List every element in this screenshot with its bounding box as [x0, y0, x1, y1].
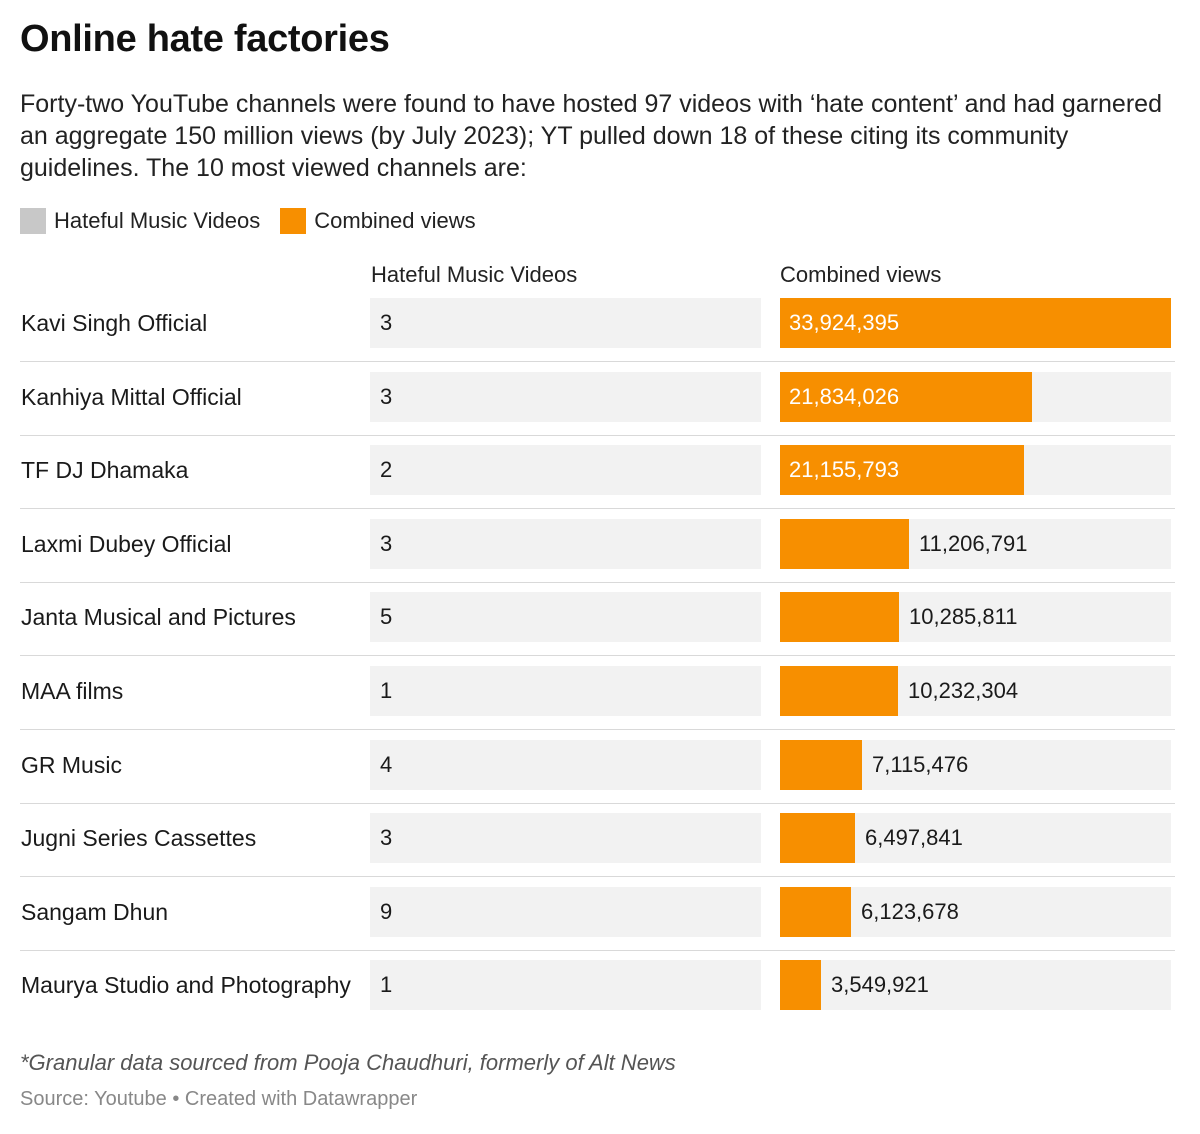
- table-row: Janta Musical and Pictures 5 10,285,811: [0, 590, 1200, 664]
- legend-item-videos: Hateful Music Videos: [20, 208, 260, 234]
- legend: Hateful Music Videos Combined views: [20, 206, 496, 236]
- views-cell: 3,549,921: [780, 960, 1171, 1011]
- table-row: Kanhiya Mittal Official 3 21,834,026: [0, 370, 1200, 444]
- channel-name: Jugni Series Cassettes: [21, 825, 257, 852]
- views-cell: 11,206,791: [780, 518, 1171, 569]
- table-row: Kavi Singh Official 3 33,924,395: [0, 296, 1200, 370]
- row-divider: [20, 802, 1175, 804]
- legend-swatch-views: [280, 208, 307, 234]
- views-label: 7,115,476: [872, 751, 969, 777]
- views-label: 6,497,841: [865, 825, 963, 851]
- views-cell: 10,232,304: [780, 666, 1171, 716]
- source-line: Source: Youtube • Created with Datawrapp…: [20, 1088, 418, 1110]
- videos-cell: 3: [370, 298, 761, 348]
- views-cell: 21,834,026: [780, 371, 1171, 422]
- footnote: *Granular data sourced from Pooja Chaudh…: [20, 1050, 676, 1075]
- row-divider: [20, 361, 1175, 362]
- views-label: 21,155,793: [789, 457, 900, 483]
- legend-swatch-videos: [20, 208, 46, 234]
- table-row: Maurya Studio and Photography 1 3,549,921: [0, 958, 1200, 1032]
- row-divider: [20, 434, 1175, 436]
- views-label: 21,834,026: [789, 383, 900, 409]
- views-cell: 10,285,811: [780, 592, 1171, 643]
- views-bar: [780, 960, 821, 1011]
- videos-count: 3: [380, 530, 393, 556]
- views-bar: [780, 886, 851, 937]
- channel-name: Kavi Singh Official: [21, 310, 208, 336]
- views-cell: 33,924,395: [780, 298, 1171, 348]
- videos-cell: 3: [370, 518, 761, 569]
- table-row: TF DJ Dhamaka 2 21,155,793: [0, 443, 1200, 517]
- channel-name: Sangam Dhun: [21, 898, 169, 925]
- videos-count: 3: [380, 383, 393, 409]
- videos-cell: 4: [370, 739, 761, 790]
- views-bar: [780, 445, 1024, 496]
- views-bar: [780, 298, 1171, 348]
- table-row: Jugni Series Cassettes 3 6,497,841: [0, 811, 1200, 885]
- channel-name: TF DJ Dhamaka: [21, 457, 189, 484]
- videos-count: 5: [380, 604, 393, 630]
- views-bar: [780, 813, 855, 864]
- views-cell: 21,155,793: [780, 445, 1171, 496]
- legend-item-views: Combined views: [280, 208, 476, 234]
- legend-label-views: Combined views: [314, 208, 476, 233]
- views-bar: [780, 739, 862, 790]
- channel-name: Kanhiya Mittal Official: [21, 383, 242, 410]
- views-label: 6,123,678: [861, 898, 959, 924]
- videos-cell: 9: [370, 886, 761, 937]
- videos-count: 1: [380, 972, 393, 998]
- videos-cell: 3: [370, 371, 761, 422]
- videos-count: 9: [380, 898, 393, 924]
- table-row: Sangam Dhun 9 6,123,678: [0, 885, 1200, 959]
- column-header-videos: Hateful Music Videos: [371, 262, 578, 287]
- videos-cell: 1: [370, 666, 761, 716]
- row-divider: [20, 729, 1175, 730]
- channel-name: Janta Musical and Pictures: [21, 604, 296, 631]
- views-label: 11,206,791: [919, 530, 1028, 556]
- channel-name: MAA films: [21, 678, 124, 704]
- table-row: MAA films 1 10,232,304: [0, 664, 1200, 738]
- table-row: Laxmi Dubey Official 3 11,206,791: [0, 517, 1200, 591]
- videos-count: 1: [380, 678, 393, 703]
- views-label: 33,924,395: [789, 310, 900, 335]
- videos-cell: 2: [370, 445, 761, 496]
- videos-count: 3: [380, 825, 393, 851]
- row-divider: [20, 876, 1175, 878]
- legend-label-videos: Hateful Music Videos: [54, 208, 261, 233]
- views-bar: [780, 518, 909, 569]
- chart-subtitle: Forty-two YouTube channels were found to…: [20, 90, 1162, 182]
- chart-title: Online hate factories: [20, 18, 390, 60]
- views-label: 3,549,921: [831, 972, 929, 998]
- views-bar: [780, 592, 899, 643]
- views-label: 10,232,304: [908, 678, 1019, 703]
- row-divider: [20, 508, 1175, 510]
- videos-cell: 5: [370, 592, 761, 643]
- videos-count: 2: [380, 457, 393, 483]
- views-bar: [780, 666, 898, 716]
- videos-cell: 3: [370, 813, 761, 864]
- table-row: GR Music 4 7,115,476: [0, 738, 1200, 812]
- videos-count: 3: [380, 310, 393, 335]
- column-header-views: Combined views: [780, 262, 942, 287]
- views-cell: 7,115,476: [780, 739, 1171, 790]
- channel-name: Maurya Studio and Photography: [21, 972, 351, 999]
- row-divider: [20, 581, 1175, 583]
- videos-cell: 1: [370, 960, 761, 1011]
- channel-name: GR Music: [21, 751, 122, 778]
- views-bar: [780, 371, 1032, 422]
- views-cell: 6,123,678: [780, 886, 1171, 937]
- views-cell: 6,497,841: [780, 813, 1171, 864]
- row-divider: [20, 655, 1175, 657]
- row-divider: [20, 949, 1175, 951]
- channel-name: Laxmi Dubey Official: [21, 530, 232, 557]
- videos-count: 4: [380, 751, 393, 777]
- views-label: 10,285,811: [909, 604, 1018, 630]
